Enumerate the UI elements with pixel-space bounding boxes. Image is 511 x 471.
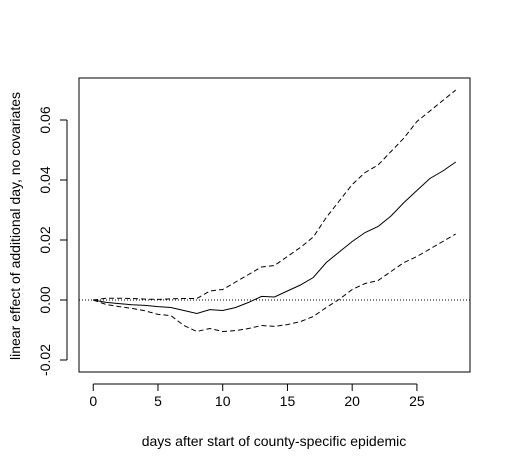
y-tick-label: 0.00 xyxy=(37,286,53,313)
x-tick-label: 20 xyxy=(344,393,360,409)
y-axis-label: linear effect of additional day, no cova… xyxy=(7,92,23,360)
series-group xyxy=(93,89,457,333)
x-axis-label: days after start of county-specific epid… xyxy=(142,433,407,449)
x-tick-label: 15 xyxy=(280,393,296,409)
y-tick-label: 0.02 xyxy=(37,226,53,253)
x-tick-label: 25 xyxy=(409,393,425,409)
x-tick-label: 0 xyxy=(89,393,97,409)
y-tick-label: 0.06 xyxy=(37,106,53,133)
y-axis: -0.02 0.00 0.02 0.04 0.06 xyxy=(37,106,68,376)
y-tick-label: 0.04 xyxy=(37,166,53,193)
plot-frame xyxy=(78,77,471,373)
x-tick-label: 10 xyxy=(215,393,231,409)
y-tick-label: -0.02 xyxy=(37,344,53,376)
upper-bound-line xyxy=(93,89,457,301)
x-tick-label: 5 xyxy=(154,393,162,409)
x-axis: 0 5 10 15 20 25 xyxy=(89,383,425,409)
estimate-line xyxy=(93,161,457,315)
